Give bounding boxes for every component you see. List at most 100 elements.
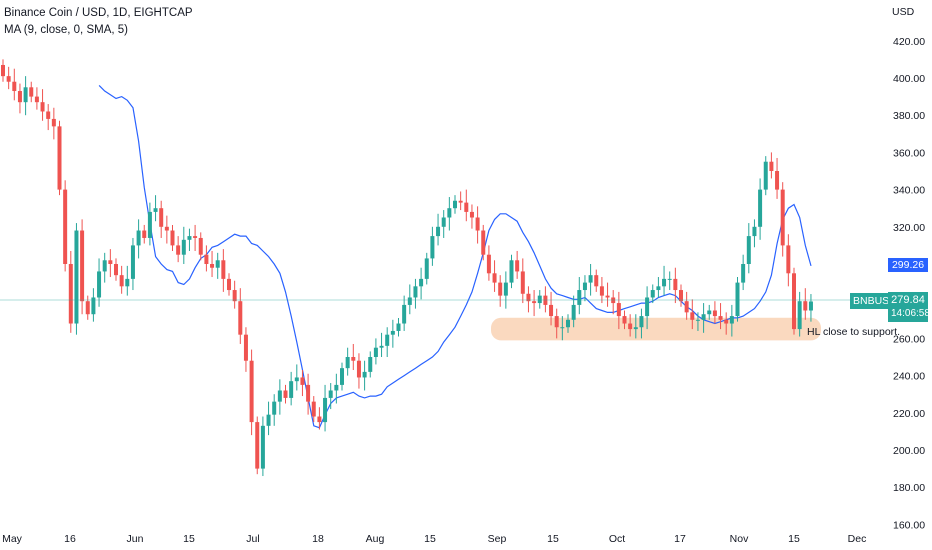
candle — [345, 347, 350, 376]
x-tick-label: 17 — [674, 533, 686, 545]
candle — [492, 260, 497, 292]
candle — [402, 295, 407, 331]
candle — [729, 304, 734, 337]
candle — [407, 284, 412, 315]
price-axis-unit: USD — [892, 6, 915, 18]
candle — [554, 308, 559, 339]
candle — [323, 384, 328, 432]
candle — [238, 288, 243, 344]
candle — [266, 401, 271, 436]
candle — [690, 299, 695, 330]
candle — [515, 250, 520, 279]
candle — [272, 394, 277, 426]
candle — [108, 249, 113, 278]
candle — [277, 379, 282, 415]
candle — [701, 303, 706, 333]
candle — [91, 288, 96, 322]
y-tick-label: 320.00 — [893, 222, 925, 234]
candle — [340, 362, 344, 391]
x-tick-label: 15 — [547, 533, 559, 545]
candle — [486, 245, 491, 281]
x-tick-label: 15 — [424, 533, 436, 545]
y-tick-label: 360.00 — [893, 147, 925, 159]
candle — [379, 332, 384, 357]
symbol-name-tag[interactable]: BNBUSD — [850, 293, 900, 309]
x-tick-label: Dec — [848, 533, 867, 545]
candle — [23, 76, 28, 116]
candle — [475, 206, 480, 244]
candle — [51, 107, 56, 140]
y-tick-label: 180.00 — [893, 482, 925, 494]
candle — [170, 224, 175, 251]
x-tick-label: Nov — [730, 533, 749, 545]
candle — [741, 254, 746, 291]
y-tick-label: 200.00 — [893, 445, 925, 457]
candle — [80, 219, 85, 315]
y-tick-label: 380.00 — [893, 110, 925, 122]
candle — [673, 267, 678, 304]
candle — [628, 314, 633, 337]
candle — [34, 87, 39, 110]
candle — [294, 364, 299, 391]
x-tick-label: Sep — [488, 533, 507, 545]
candle — [662, 265, 667, 296]
x-tick-label: May — [2, 533, 23, 545]
y-tick-label: 260.00 — [893, 333, 925, 345]
candle — [12, 68, 17, 101]
candle — [29, 81, 34, 103]
candle — [599, 277, 604, 304]
candle — [718, 303, 723, 330]
candle — [114, 258, 118, 281]
candle — [210, 250, 215, 278]
last-price-value: 279.84 — [891, 294, 925, 306]
candle — [249, 349, 254, 436]
candle — [356, 353, 361, 389]
candle — [125, 265, 130, 296]
candle — [63, 180, 68, 272]
candle — [464, 189, 469, 222]
candle — [289, 371, 294, 406]
candle — [17, 83, 22, 114]
candle — [633, 314, 638, 339]
candle — [622, 310, 627, 330]
candle — [57, 120, 62, 196]
candle — [481, 224, 486, 261]
candle — [396, 317, 401, 337]
candle — [164, 215, 169, 244]
candle — [656, 277, 661, 298]
candle — [582, 275, 587, 302]
candle — [130, 237, 135, 291]
candle — [537, 290, 542, 309]
x-tick-label: Jul — [246, 533, 259, 545]
candle — [571, 295, 576, 328]
candle — [351, 343, 356, 371]
candle — [797, 291, 802, 337]
candle — [549, 291, 554, 326]
candle — [746, 223, 751, 274]
candle — [560, 316, 565, 341]
candle — [255, 416, 260, 475]
candle — [311, 396, 316, 423]
candle — [441, 210, 446, 238]
candle — [306, 373, 311, 415]
candle — [808, 294, 813, 322]
candle — [588, 264, 593, 296]
chart-title: Binance Coin / USD, 1D, EIGHTCAP — [4, 7, 193, 19]
candle — [142, 224, 147, 244]
candle — [752, 219, 757, 248]
candle — [769, 152, 774, 179]
candle — [368, 351, 373, 378]
candle — [469, 204, 474, 229]
candle — [447, 197, 452, 231]
candle — [566, 314, 570, 333]
ma-value-tag: 299.26 — [888, 258, 928, 272]
candle — [424, 252, 429, 285]
candle — [520, 258, 525, 304]
candle — [735, 277, 740, 322]
candle — [792, 267, 796, 335]
candle — [193, 224, 198, 251]
candle — [198, 232, 203, 261]
candle — [176, 236, 181, 263]
candle — [227, 273, 231, 296]
